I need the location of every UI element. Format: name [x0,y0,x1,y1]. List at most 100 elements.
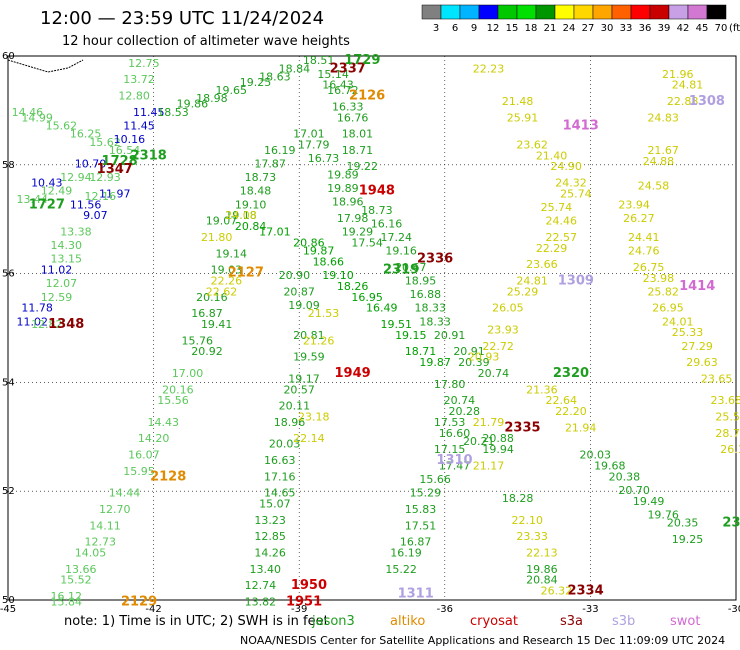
x-tick-label: -30 [728,604,740,615]
wave-height-point: 24.90 [550,160,582,173]
wave-height-point: 12.16 [84,190,116,203]
pass-time-label: 2336 [417,252,453,267]
wave-height-point: 19.18 [225,209,257,222]
pass-time-label: 1308 [689,94,725,109]
wave-height-point: 22.88 [667,95,699,108]
wave-height-point: 11.02 [41,264,73,277]
wave-height-point: 21.53 [308,307,340,320]
wave-height-point: 19.49 [633,495,665,508]
wave-height-point: 17.47 [439,459,471,472]
wave-height-point: 24.58 [638,179,670,192]
pass-time-label: 1309 [558,273,594,288]
wave-height-point: 21.36 [526,383,558,396]
wave-height-point: 17.15 [434,443,466,456]
wave-height-point: 18.48 [240,185,272,198]
wave-height-point: 29.63 [686,356,718,369]
wave-height-point: 16.76 [337,111,369,124]
wave-height-point: 12.59 [41,291,73,304]
wave-height-point: 22.72 [482,340,514,353]
pass-time-label: 1348 [48,317,84,332]
coastline [7,59,84,73]
wave-height-point: 16.12 [50,590,82,603]
wave-height-point: 13.72 [123,73,155,86]
wave-height-point: 18.98 [196,92,228,105]
wave-height-point: 24.76 [628,245,660,258]
colorbar-label: 18 [525,23,538,34]
wave-height-point: 20.03 [580,449,612,462]
wave-height-point: 24.81 [672,79,704,92]
wave-height-point: 24.32 [555,177,587,190]
wave-height-point: 14.20 [138,432,170,445]
wave-height-point: 18.26 [337,280,369,293]
pass-time-label: 2337 [330,61,366,76]
wave-height-point: 15.76 [182,334,214,347]
wave-height-point: 14.26 [254,546,286,559]
footer-note: note: 1) Time is in UTC; 2) SWH is in fe… [64,614,329,629]
wave-height-point: 19.16 [385,245,417,258]
wave-height-point: 12.80 [118,90,150,103]
wave-height-point: 14.30 [50,239,82,252]
wave-height-point: 26.75 [633,261,665,274]
wave-height-point: 20.70 [618,484,650,497]
wave-height-point: 19.07 [206,215,238,228]
wave-height-point: 19.25 [240,76,272,89]
wave-height-point: 16.87 [191,307,223,320]
wave-height-point: 16.16 [371,217,403,230]
wave-height-point: 15.52 [60,574,92,587]
wave-height-point: 16.25 [70,128,102,141]
wave-height-point: 22.13 [526,546,558,559]
y-tick-label: 56 [2,269,15,280]
wave-height-point: 19.87 [303,245,335,258]
wave-height-point: 18.84 [279,62,311,75]
colorbar-label: 3 [433,23,439,34]
wave-height-point: 19.87 [419,356,451,369]
pass-time-label: 2127 [228,265,264,280]
wave-height-point: 14.43 [148,416,180,429]
wave-height-point: 13.23 [254,514,286,527]
wave-height-point: 16.60 [439,427,471,440]
wave-height-point: 19.51 [381,318,413,331]
wave-height-point: 19.86 [526,563,558,576]
chart-subtitle: 12 hour collection of altimeter wave hei… [62,34,350,49]
wave-height-point: 18.28 [502,492,534,505]
wave-height-point: 19.86 [177,98,209,111]
wave-height-point: 10.16 [114,133,146,146]
pass-time-label: 1950 [291,578,327,593]
footer-credit: NOAA/NESDIS Center for Satellite Applica… [240,634,725,647]
wave-height-point: 12.85 [254,530,286,543]
pass-time-label: 1414 [679,279,715,294]
wave-height-point: 20.21 [463,435,495,448]
wave-height-point: 19.94 [482,443,514,456]
colorbar-label: 15 [506,23,519,34]
wave-height-point: 24.81 [516,274,548,287]
pass-time-label: 2335 [504,420,540,435]
colorbar-swatch [535,4,556,20]
wave-height-point: 25.74 [541,201,573,214]
wave-height-point: 24.83 [647,111,679,124]
wave-height-point: 22.14 [293,432,325,445]
wave-height-point: 15.62 [46,119,78,132]
wave-height-point: 20.91 [453,345,485,358]
chart-title: 12:00 — 23:59 UTC 11/24/2024 [40,8,324,29]
wave-height-point: 19.03 [211,264,243,277]
wave-height-point: 20.39 [458,356,490,369]
colorbar-label: 6 [452,23,458,34]
pass-time-label: 1729 [344,53,380,68]
wave-height-point: 20.03 [269,438,301,451]
colorbar-label: 36 [639,23,652,34]
wave-height-point: 15.22 [385,563,417,576]
wave-height-point: 18.95 [405,274,437,287]
wave-height-point: 27.29 [681,340,713,353]
wave-height-point: 17.98 [337,212,369,225]
wave-height-point: 17.54 [351,236,383,249]
colorbar-label: 27 [582,23,595,34]
colorbar-swatch [611,4,632,20]
colorbar-swatch [497,4,518,20]
wave-height-point: 23.65 [701,372,733,385]
y-tick-label: 50 [2,595,15,606]
wave-height-point: 16.54 [109,144,141,157]
wave-height-point: 18.73 [361,204,393,217]
wave-height-point: 19.76 [647,508,679,521]
wave-height-point: 13.82 [245,595,277,608]
wave-height-point: 18.71 [405,345,437,358]
